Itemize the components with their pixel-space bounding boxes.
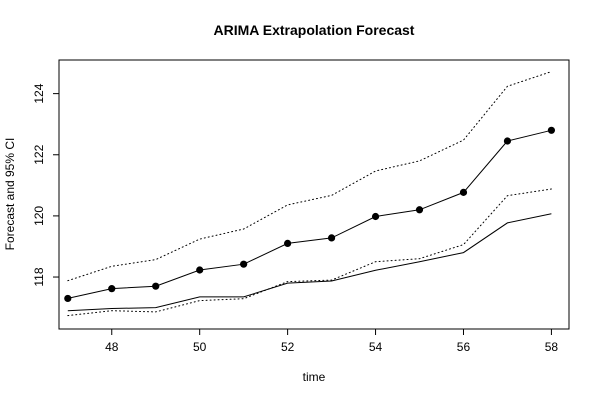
y-tick-label: 120 — [32, 206, 46, 226]
forecast-point — [284, 239, 292, 248]
y-tick-label: 124 — [32, 83, 46, 103]
forecast-point — [547, 126, 556, 134]
series-layer — [67, 71, 552, 317]
x-tick-label: 48 — [105, 340, 119, 354]
forecast-point — [64, 294, 72, 303]
lower-95-line — [67, 188, 552, 317]
forecast-point — [196, 266, 204, 274]
x-tick-label: 56 — [457, 340, 471, 354]
x-axis-label: time — [303, 370, 326, 384]
forecast-point — [327, 234, 336, 242]
y-axis: 118 120 122 124 — [32, 83, 59, 287]
plot-frame — [58, 59, 570, 330]
y-tick-label: 122 — [32, 144, 46, 164]
forecast-point — [152, 282, 160, 290]
forecast-point — [371, 212, 380, 221]
actual-line — [67, 213, 552, 312]
forecast-points — [64, 126, 556, 303]
forecast-point — [415, 206, 424, 214]
x-axis: 48 50 52 54 56 58 — [105, 329, 558, 354]
x-tick-label: 58 — [545, 340, 559, 354]
y-tick-label: 118 — [32, 267, 46, 286]
forecast-point — [240, 260, 248, 268]
forecast-point — [108, 285, 116, 293]
x-tick-label: 52 — [281, 340, 295, 354]
forecast-point — [459, 188, 468, 196]
chart-title: ARIMA Extrapolation Forecast — [214, 22, 415, 38]
x-tick-label: 50 — [193, 340, 207, 354]
y-axis-label: Forecast and 95% CI — [3, 138, 17, 251]
x-tick-label: 54 — [369, 340, 383, 354]
upper-95-line — [67, 71, 552, 282]
forecast-line — [67, 129, 552, 299]
forecast-point — [503, 137, 512, 145]
